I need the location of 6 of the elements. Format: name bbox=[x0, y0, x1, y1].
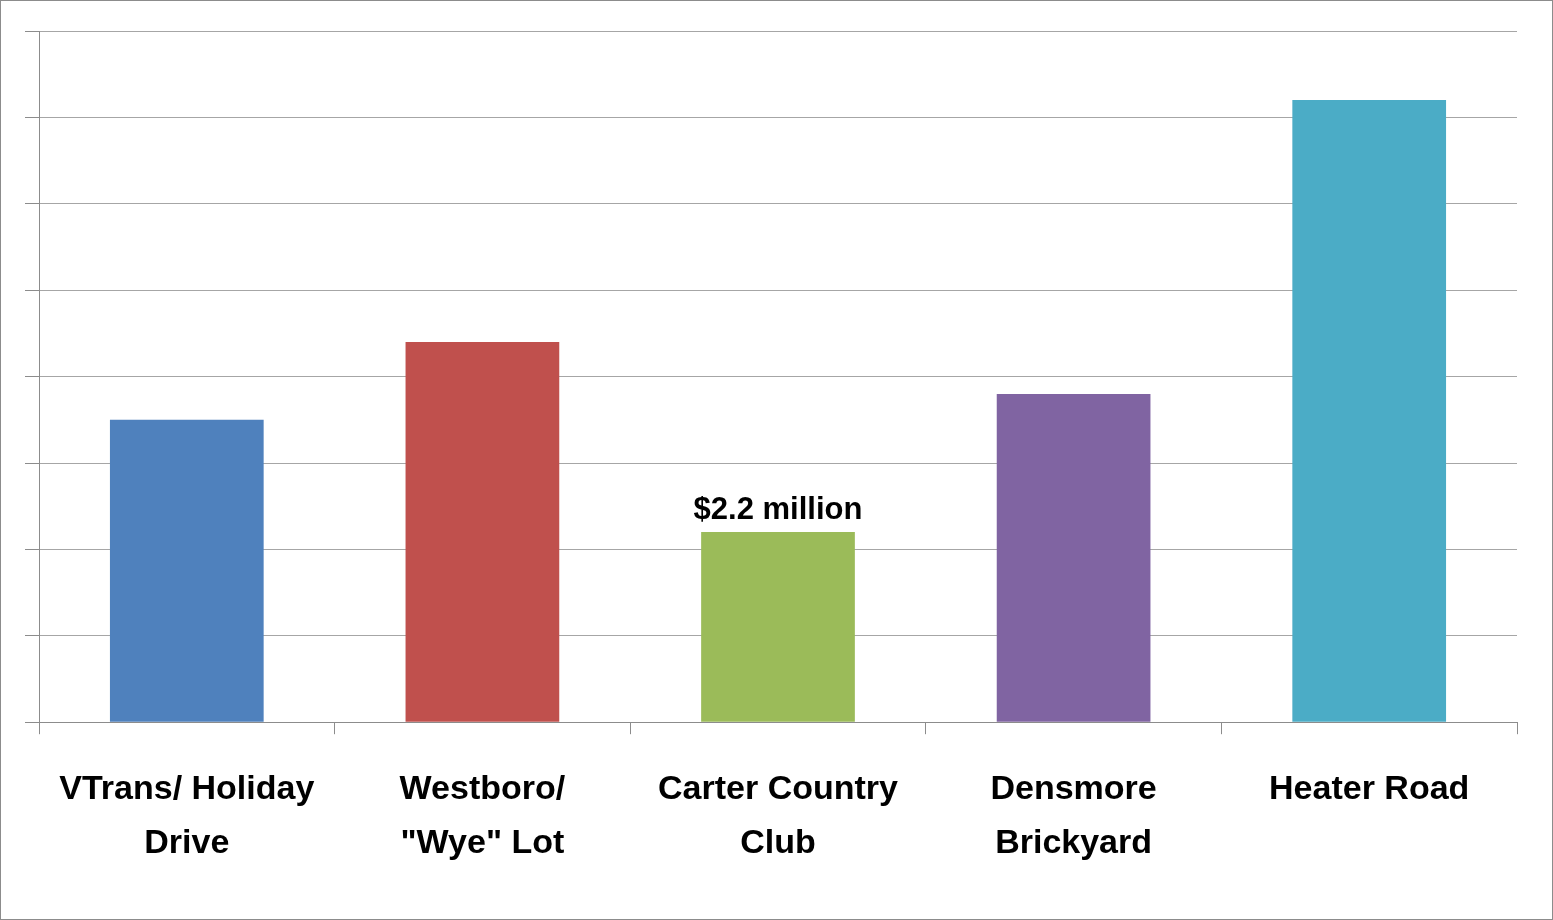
x-tick-label: Heater Road bbox=[1269, 767, 1470, 806]
x-tick-label: Carter Country Club bbox=[658, 767, 899, 861]
data-label: $2.2 million bbox=[693, 491, 863, 527]
x-tick-label: VTrans/ Holiday Drive bbox=[59, 767, 315, 861]
x-tick-label: Westboro/ "Wye" Lot bbox=[399, 767, 566, 861]
x-tick-label: Densmore Brickyard bbox=[990, 767, 1157, 861]
